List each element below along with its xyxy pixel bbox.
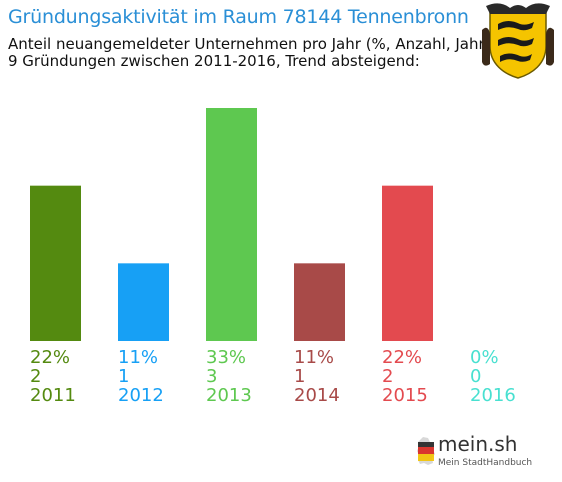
count-label-2015: 2 xyxy=(382,366,394,387)
count-label-2016: 0 xyxy=(470,366,482,387)
count-label-2012: 1 xyxy=(118,366,130,387)
subtitle-line-1: Anteil neuangemeldeter Unternehmen pro J… xyxy=(8,35,491,53)
chart-subtitle: Anteil neuangemeldeter Unternehmen pro J… xyxy=(8,36,491,70)
year-label-2012: 2012 xyxy=(118,385,164,406)
year-label-2015: 2015 xyxy=(382,385,428,406)
bar-2011 xyxy=(30,185,81,341)
year-label-2011: 2011 xyxy=(30,385,76,406)
brand-logo: mein.sh Mein StadtHandbuch xyxy=(416,432,532,472)
year-label-2016: 2016 xyxy=(470,385,516,406)
bar-2014 xyxy=(294,263,345,341)
count-label-2011: 2 xyxy=(30,366,42,387)
percent-label-2013: 33% xyxy=(206,347,247,368)
count-label-2014: 1 xyxy=(294,366,306,387)
germany-map-icon xyxy=(417,437,435,465)
percent-label-2015: 22% xyxy=(382,347,423,368)
bar-2013 xyxy=(206,108,257,341)
brand-tagline: Mein StadtHandbuch xyxy=(438,458,533,468)
percent-label-2011: 22% xyxy=(30,347,71,368)
percent-label-2016: 0% xyxy=(470,347,499,368)
percent-label-2012: 11% xyxy=(118,347,159,368)
bars-group xyxy=(30,108,433,341)
bar-2015 xyxy=(382,185,433,341)
percent-label-2014: 11% xyxy=(294,347,335,368)
coat-of-arms-icon xyxy=(482,3,554,79)
count-label-2013: 3 xyxy=(206,366,218,387)
bar-2012 xyxy=(118,263,169,341)
subtitle-line-2: 9 Gründungen zwischen 2011-2016, Trend a… xyxy=(8,52,420,70)
brand-name: mein.sh xyxy=(438,432,518,456)
year-label-2014: 2014 xyxy=(294,385,340,406)
year-label-2013: 2013 xyxy=(206,385,252,406)
chart-title: Gründungsaktivität im Raum 78144 Tennenb… xyxy=(8,6,469,28)
